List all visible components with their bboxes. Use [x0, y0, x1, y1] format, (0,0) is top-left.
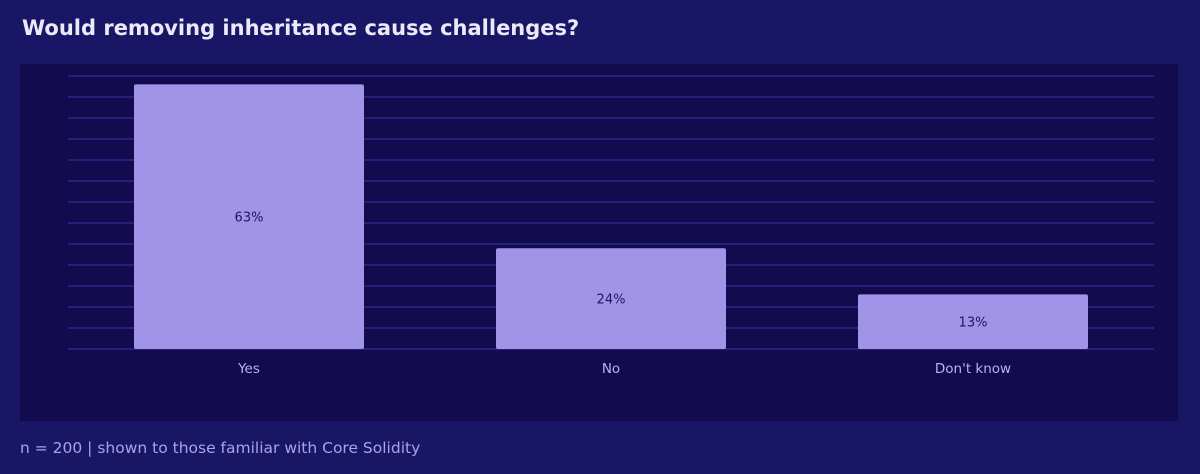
- chart-title: Would removing inheritance cause challen…: [22, 16, 580, 40]
- bar-chart: 63% 24% 13% Yes No Don't know: [68, 75, 1154, 377]
- bar-value-label: 63%: [235, 211, 264, 226]
- sample-size-note: n = 200 | shown to those familiar with C…: [20, 439, 421, 457]
- bar: [134, 84, 364, 350]
- x-tick-label: Yes: [237, 361, 260, 377]
- bars: [134, 84, 1088, 350]
- value-labels: 63% 24% 13%: [235, 211, 988, 331]
- plot-area: 63% 24% 13% Yes No Don't know: [20, 64, 1178, 421]
- bar-value-label: 24%: [597, 293, 626, 308]
- bar: [496, 248, 726, 349]
- bar-value-label: 13%: [959, 316, 988, 331]
- bar: [858, 294, 1088, 349]
- x-tick-label: No: [602, 361, 620, 377]
- x-tick-label: Don't know: [935, 361, 1011, 377]
- x-axis-tick-labels: Yes No Don't know: [237, 361, 1011, 377]
